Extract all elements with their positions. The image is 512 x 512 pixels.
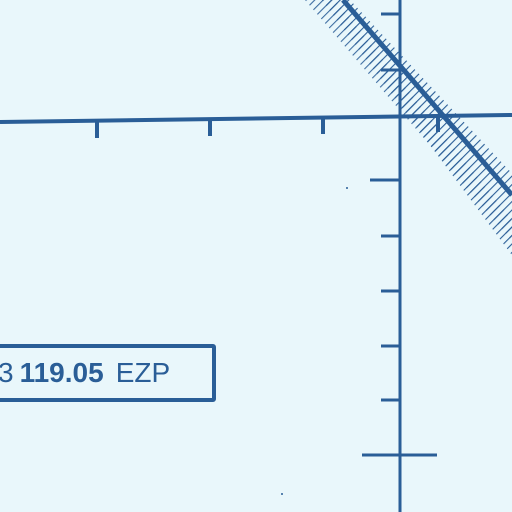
horizontal-boundary-line [0,113,512,124]
communication-frequency-box: 3 119.05 EZP [0,344,216,402]
chart-speck [346,187,348,189]
station-identifier: EZP [115,357,171,388]
frequency-value: 119.05 [19,357,104,388]
chart-speck [281,493,283,495]
hatched-airway-band-inner [305,0,512,241]
airway-centerline [341,0,512,197]
frequency-prefix: 3 [0,357,14,388]
